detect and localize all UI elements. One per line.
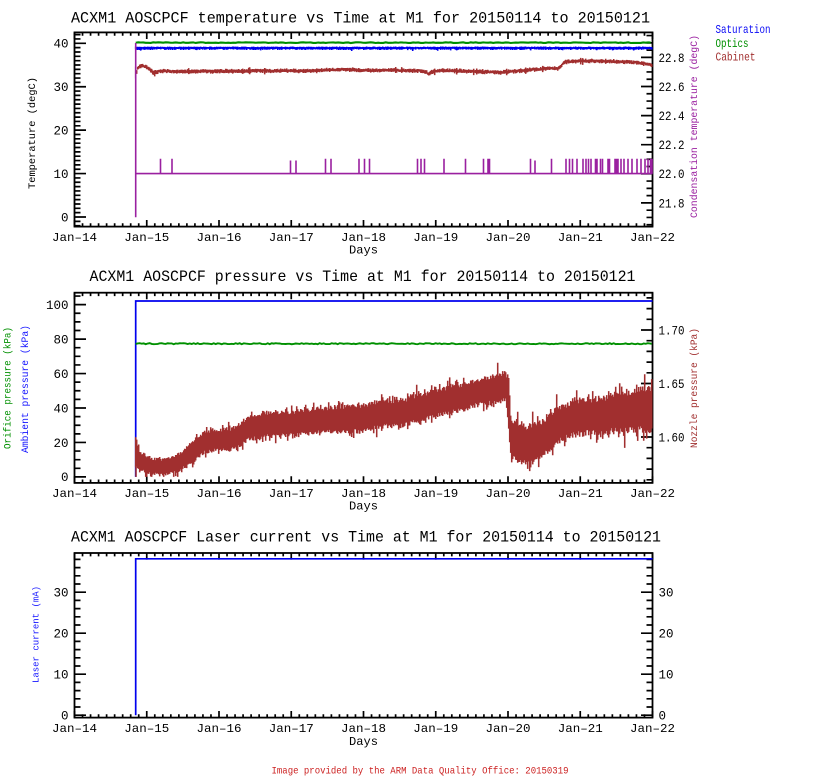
svg-text:Orifice pressure (kPa): Orifice pressure (kPa): [3, 327, 15, 449]
svg-text:ACXM1 AOSCPCF pressure vs Time: ACXM1 AOSCPCF pressure vs Time at M1 for…: [90, 268, 636, 286]
svg-text:Days: Days: [349, 244, 378, 258]
svg-text:Jan–16: Jan–16: [197, 231, 242, 245]
svg-text:1.60: 1.60: [659, 430, 685, 445]
svg-text:10: 10: [53, 168, 68, 182]
svg-text:80: 80: [53, 333, 68, 347]
svg-text:Optics: Optics: [716, 37, 749, 51]
svg-text:Jan–21: Jan–21: [558, 487, 603, 501]
svg-text:30: 30: [53, 81, 68, 95]
svg-text:Jan–17: Jan–17: [269, 722, 314, 736]
svg-text:Jan–19: Jan–19: [413, 231, 458, 245]
svg-text:Image provided by the ARM Data: Image provided by the ARM Data Quality O…: [272, 766, 569, 778]
svg-text:0: 0: [61, 211, 69, 225]
svg-text:60: 60: [53, 368, 68, 382]
svg-text:Jan–15: Jan–15: [124, 487, 169, 501]
svg-text:0: 0: [61, 710, 69, 724]
svg-text:ACXM1 AOSCPCF temperature vs T: ACXM1 AOSCPCF temperature vs Time at M1 …: [71, 10, 650, 28]
svg-text:Jan–18: Jan–18: [341, 722, 386, 736]
svg-text:Jan–20: Jan–20: [486, 231, 531, 245]
svg-text:Jan–18: Jan–18: [341, 231, 386, 245]
svg-text:Jan–22: Jan–22: [630, 487, 675, 501]
svg-text:Jan–21: Jan–21: [558, 722, 603, 736]
svg-text:Saturation: Saturation: [716, 23, 771, 37]
svg-text:30: 30: [53, 587, 68, 601]
svg-text:Cabinet: Cabinet: [716, 51, 756, 65]
svg-text:20: 20: [659, 628, 674, 642]
svg-text:Laser current (mA): Laser current (mA): [30, 586, 41, 683]
svg-text:1.65: 1.65: [659, 377, 685, 392]
svg-text:Jan–22: Jan–22: [630, 231, 675, 245]
svg-text:Nozzle pressure (kPa): Nozzle pressure (kPa): [689, 328, 701, 448]
svg-text:Jan–15: Jan–15: [124, 722, 169, 736]
svg-text:Jan–19: Jan–19: [413, 487, 458, 501]
svg-text:22.2: 22.2: [659, 138, 685, 153]
svg-text:Jan–22: Jan–22: [630, 722, 675, 736]
svg-text:Temperature (degC): Temperature (degC): [27, 77, 39, 189]
svg-text:0: 0: [659, 710, 667, 724]
svg-text:Jan–14: Jan–14: [52, 231, 97, 245]
svg-text:Jan–16: Jan–16: [197, 487, 242, 501]
svg-text:22.0: 22.0: [659, 167, 685, 182]
svg-text:20: 20: [53, 437, 68, 451]
svg-text:22.6: 22.6: [659, 80, 685, 95]
svg-text:Jan–15: Jan–15: [124, 231, 169, 245]
svg-text:ACXM1 AOSCPCF Laser current vs: ACXM1 AOSCPCF Laser current vs Time at M…: [71, 529, 661, 547]
svg-text:30: 30: [659, 587, 674, 601]
svg-text:Jan–16: Jan–16: [197, 722, 242, 736]
svg-text:Jan–14: Jan–14: [52, 487, 97, 501]
svg-text:22.4: 22.4: [659, 109, 685, 124]
svg-text:10: 10: [53, 669, 68, 683]
svg-text:Jan–20: Jan–20: [486, 487, 531, 501]
svg-text:21.8: 21.8: [659, 196, 685, 211]
svg-text:Jan–19: Jan–19: [413, 722, 458, 736]
svg-text:20: 20: [53, 124, 68, 138]
svg-text:0: 0: [61, 471, 69, 485]
svg-text:Jan–21: Jan–21: [558, 231, 603, 245]
svg-text:Condensation temperature (degC: Condensation temperature (degC): [689, 35, 701, 218]
svg-text:Jan–17: Jan–17: [269, 487, 314, 501]
svg-text:Days: Days: [349, 500, 378, 514]
svg-text:Jan–20: Jan–20: [486, 722, 531, 736]
svg-text:20: 20: [53, 628, 68, 642]
svg-text:40: 40: [53, 38, 68, 52]
svg-text:Jan–14: Jan–14: [52, 722, 97, 736]
svg-text:Jan–18: Jan–18: [341, 487, 386, 501]
svg-text:1.70: 1.70: [659, 323, 685, 338]
svg-text:Jan–17: Jan–17: [269, 231, 314, 245]
svg-text:40: 40: [53, 402, 68, 416]
svg-text:Ambient pressure (kPa): Ambient pressure (kPa): [20, 325, 32, 453]
svg-text:22.8: 22.8: [659, 51, 685, 66]
svg-text:10: 10: [659, 669, 674, 683]
svg-text:100: 100: [46, 299, 69, 313]
svg-text:Days: Days: [349, 735, 378, 749]
